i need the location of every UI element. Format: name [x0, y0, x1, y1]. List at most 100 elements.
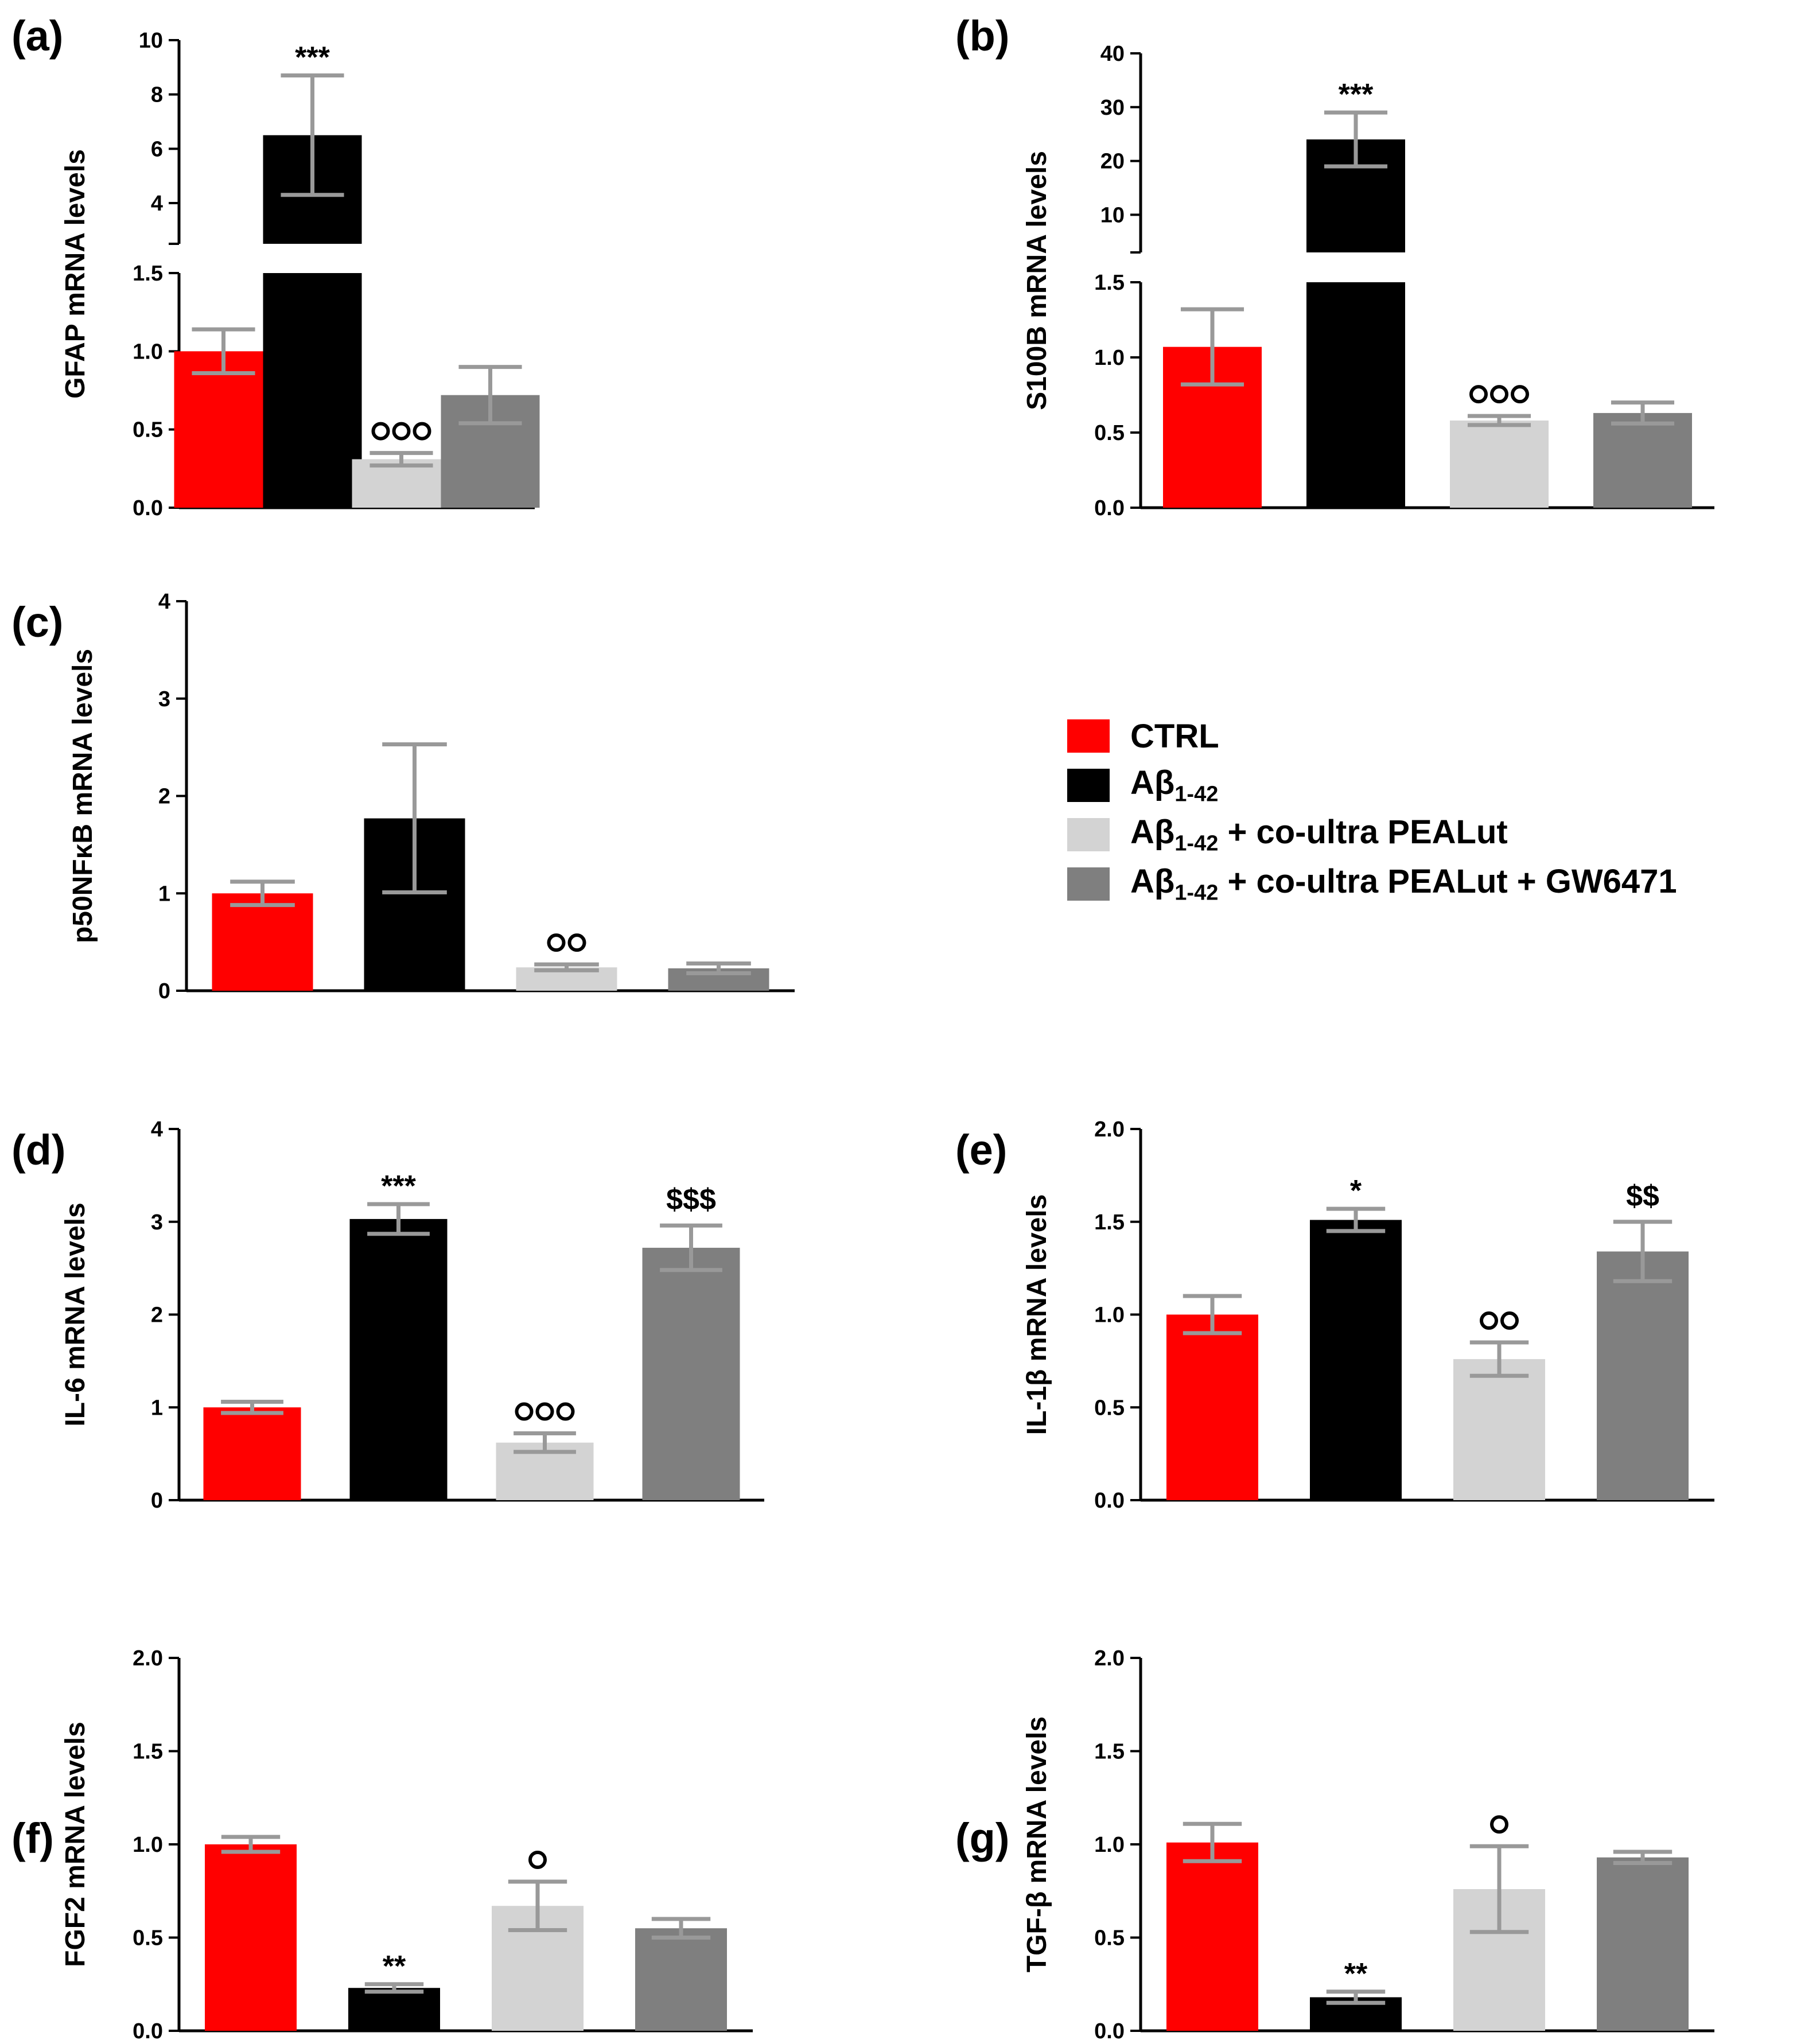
y-tick-label: 1	[158, 882, 170, 906]
annotation: $$	[1626, 1179, 1659, 1213]
bar	[642, 1248, 740, 1500]
annotation-circle	[392, 422, 411, 441]
y-tick-label: 0.0	[1094, 1489, 1125, 1513]
annotation-circle	[1480, 1311, 1498, 1330]
y-tick-label: 0.0	[1094, 2019, 1125, 2043]
annotation	[371, 422, 431, 441]
panel-label: (g)	[955, 1815, 1010, 1862]
y-tick-label: 2.0	[133, 1646, 163, 1671]
legend-label: Aβ1-42	[1130, 764, 1219, 807]
annotation	[1490, 1815, 1508, 1834]
legend-label: Aβ1-42 + co-ultra PEALut + GW6471	[1130, 863, 1677, 905]
legend-swatch	[1067, 867, 1110, 901]
bar	[203, 1407, 301, 1500]
annotation-circle	[556, 1402, 575, 1421]
y-axis-title: S100B mRNA levels	[1022, 151, 1052, 410]
y-tick-label: 1.0	[1094, 1833, 1125, 1857]
bar	[212, 893, 313, 991]
panel-label: (d)	[11, 1126, 66, 1174]
chart-panel-d: (d) IL-6 mRNA levels 0 1 2 3 4 *** $$$	[11, 1118, 764, 1513]
y-tick-label: 1.0	[1094, 1303, 1125, 1327]
annotation-circle	[515, 1402, 534, 1421]
chart-panel-f: (f) FGF2 mRNA levels 0.0 0.5 1.0 1.5 2.0 **	[11, 1646, 753, 2043]
annotation-circle	[1500, 1311, 1519, 1330]
legend-item-ab_pealut_gw: Aβ1-42 + co-ultra PEALut + GW6471	[1067, 859, 1677, 909]
bar	[349, 1218, 448, 1500]
bar	[1166, 1842, 1258, 2031]
chart-panel-e: (e) IL-1β mRNA levels 0.0 0.5 1.0 1.5 2.0 * $$	[955, 1118, 1714, 1513]
bar	[1453, 1359, 1545, 1500]
y-axis-title: IL-6 mRNA levels	[60, 1202, 91, 1426]
annotation: ***	[295, 41, 330, 75]
chart-panel-a: (a) GFAP mRNA levels 0.0 0.5 1.0 1.5 4 6 8 10 ***	[11, 12, 540, 520]
bar	[174, 351, 273, 508]
annotation	[1469, 385, 1529, 404]
annotation: $$$	[666, 1183, 716, 1216]
bar	[1310, 1220, 1402, 1500]
legend-swatch	[1067, 719, 1110, 753]
y-tick-label: 1.5	[1094, 271, 1125, 295]
bar	[1597, 1857, 1689, 2031]
panel-label: (f)	[11, 1815, 54, 1862]
y-tick-label: 0.0	[1094, 496, 1125, 520]
y-tick-label: 0.5	[133, 1926, 163, 1950]
y-tick-label: 4	[151, 192, 163, 216]
panel-label: (a)	[11, 12, 63, 60]
legend-label: CTRL	[1130, 717, 1219, 755]
y-tick-label: 6	[151, 137, 163, 161]
y-tick-label: 1.5	[133, 262, 163, 286]
y-axis-title: GFAP mRNA levels	[60, 149, 91, 399]
annotation-circle	[528, 1851, 547, 1869]
bar	[1597, 1251, 1689, 1500]
chart-panel-c: (c)p50NFκB mRNA levels 0 1 2 3 4	[11, 590, 795, 1003]
y-tick-label: 1.5	[1094, 1210, 1125, 1235]
y-tick-label: 1.0	[133, 340, 163, 364]
legend-swatch	[1067, 818, 1110, 851]
y-tick-label: 0.5	[1094, 1396, 1125, 1420]
annotation-circle	[547, 933, 566, 952]
y-tick-label: 8	[151, 83, 163, 107]
y-axis-title: TGF-β mRNA levels	[1022, 1716, 1052, 1972]
legend-swatch	[1067, 769, 1110, 802]
y-tick-label: 1.0	[133, 1833, 163, 1857]
bar	[1593, 412, 1692, 508]
y-tick-label: 4	[158, 590, 170, 614]
y-tick-label: 20	[1100, 150, 1125, 174]
annotation-circle	[1490, 385, 1508, 404]
y-tick-label: 0.5	[1094, 1926, 1125, 1950]
y-tick-label: 1.5	[1094, 1740, 1125, 1764]
legend-item-ab: Aβ1-42	[1067, 761, 1677, 810]
y-axis-title: FGF2 mRNA levels	[60, 1722, 91, 1967]
annotation: ***	[1339, 78, 1374, 111]
y-tick-label: 4	[151, 1118, 163, 1142]
y-tick-label: 1	[151, 1396, 163, 1420]
bar	[205, 1844, 297, 2031]
bar	[1306, 282, 1405, 508]
annotation-circle	[371, 422, 390, 441]
annotation	[528, 1851, 547, 1869]
y-tick-label: 0.5	[1094, 421, 1125, 445]
panel-label: (e)	[955, 1126, 1007, 1174]
annotation-circle	[1490, 1815, 1508, 1834]
bar	[263, 273, 362, 508]
annotation	[547, 933, 586, 952]
bar	[635, 1928, 727, 2031]
y-tick-label: 2.0	[1094, 1646, 1125, 1671]
annotation: ***	[381, 1170, 416, 1203]
y-axis-title: IL-1β mRNA levels	[1022, 1194, 1052, 1435]
chart-panel-b: (b) S100B mRNA levels 0.0 0.5 1.0 1.5 10 20 30 40…	[955, 12, 1714, 520]
annotation: **	[1344, 1957, 1368, 1991]
panel-label: (b)	[955, 12, 1010, 60]
y-tick-label: 0	[158, 979, 170, 1003]
annotation: *	[1350, 1174, 1362, 1208]
y-tick-label: 0.0	[133, 496, 163, 520]
annotation-circle	[1469, 385, 1488, 404]
annotation-circle	[413, 422, 431, 441]
bar	[1166, 1314, 1258, 1500]
y-tick-label: 3	[158, 687, 170, 711]
y-tick-label: 0.5	[133, 418, 163, 442]
panel-label: (c)	[11, 598, 63, 646]
legend-item-ctrl: CTRL	[1067, 711, 1677, 761]
legend-item-ab_pealut: Aβ1-42 + co-ultra PEALut	[1067, 810, 1677, 859]
y-tick-label: 10	[1100, 203, 1125, 227]
